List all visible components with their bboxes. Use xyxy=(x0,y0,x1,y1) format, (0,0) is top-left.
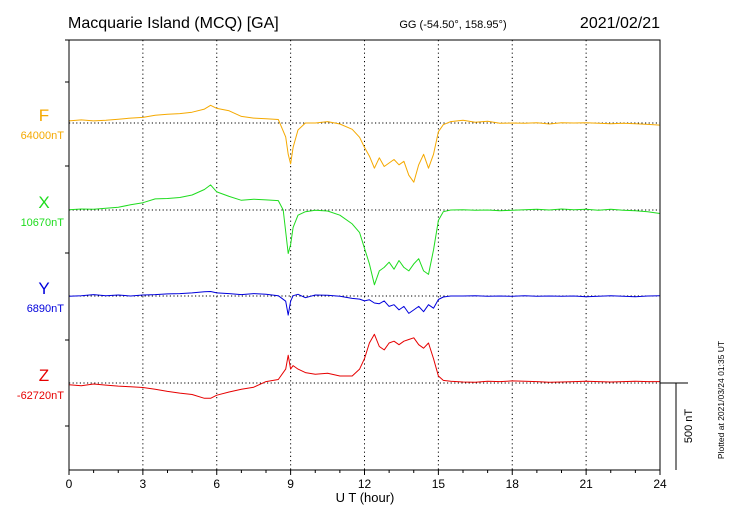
x-tick-label: 0 xyxy=(66,477,73,491)
series-name-z: Z xyxy=(39,366,49,385)
series-layer xyxy=(68,104,661,399)
series-baseline-x: 10670nT xyxy=(21,217,65,229)
x-tick-label: 21 xyxy=(579,477,593,491)
series-name-x: X xyxy=(38,193,49,212)
chart-date: 2021/02/21 xyxy=(580,15,660,32)
x-tick-label: 15 xyxy=(432,477,446,491)
x-tick-label: 12 xyxy=(358,477,372,491)
x-axis-ticks: 0 3 6 9 12 15 18 21 24 xyxy=(65,39,667,491)
series-baseline-y: 6890nT xyxy=(27,303,65,315)
station-coords: GG (-54.50°, 158.95°) xyxy=(399,19,506,31)
x-tick-label: 3 xyxy=(140,477,147,491)
scale-bar-label: 500 nT xyxy=(683,409,695,444)
series-line-y xyxy=(68,291,661,316)
x-tick-label: 18 xyxy=(506,477,520,491)
series-labels: F 64000nT X 10670nT Y 6890nT Z -62720nT xyxy=(17,106,64,402)
plotted-note: Plotted at 2021/03/24 01:35 UT xyxy=(716,341,726,459)
series-line-z xyxy=(68,333,660,399)
x-tick-label: 9 xyxy=(287,477,294,491)
series-name-y: Y xyxy=(38,279,49,298)
series-baseline-f: 64000nT xyxy=(21,130,65,142)
series-baseline-z: -62720nT xyxy=(17,390,64,402)
station-title: Macquarie Island (MCQ) [GA] xyxy=(68,15,279,32)
series-name-f: F xyxy=(39,106,49,125)
series-line-f xyxy=(68,104,661,183)
x-tick-label: 6 xyxy=(213,477,220,491)
x-axis-label: U T (hour) xyxy=(336,490,395,505)
grid-layer xyxy=(142,40,587,470)
series-line-x xyxy=(68,184,661,286)
scale-bar: 500 nT xyxy=(660,382,695,470)
baseline-reference-layer xyxy=(69,122,660,384)
x-tick-label: 24 xyxy=(653,477,667,491)
